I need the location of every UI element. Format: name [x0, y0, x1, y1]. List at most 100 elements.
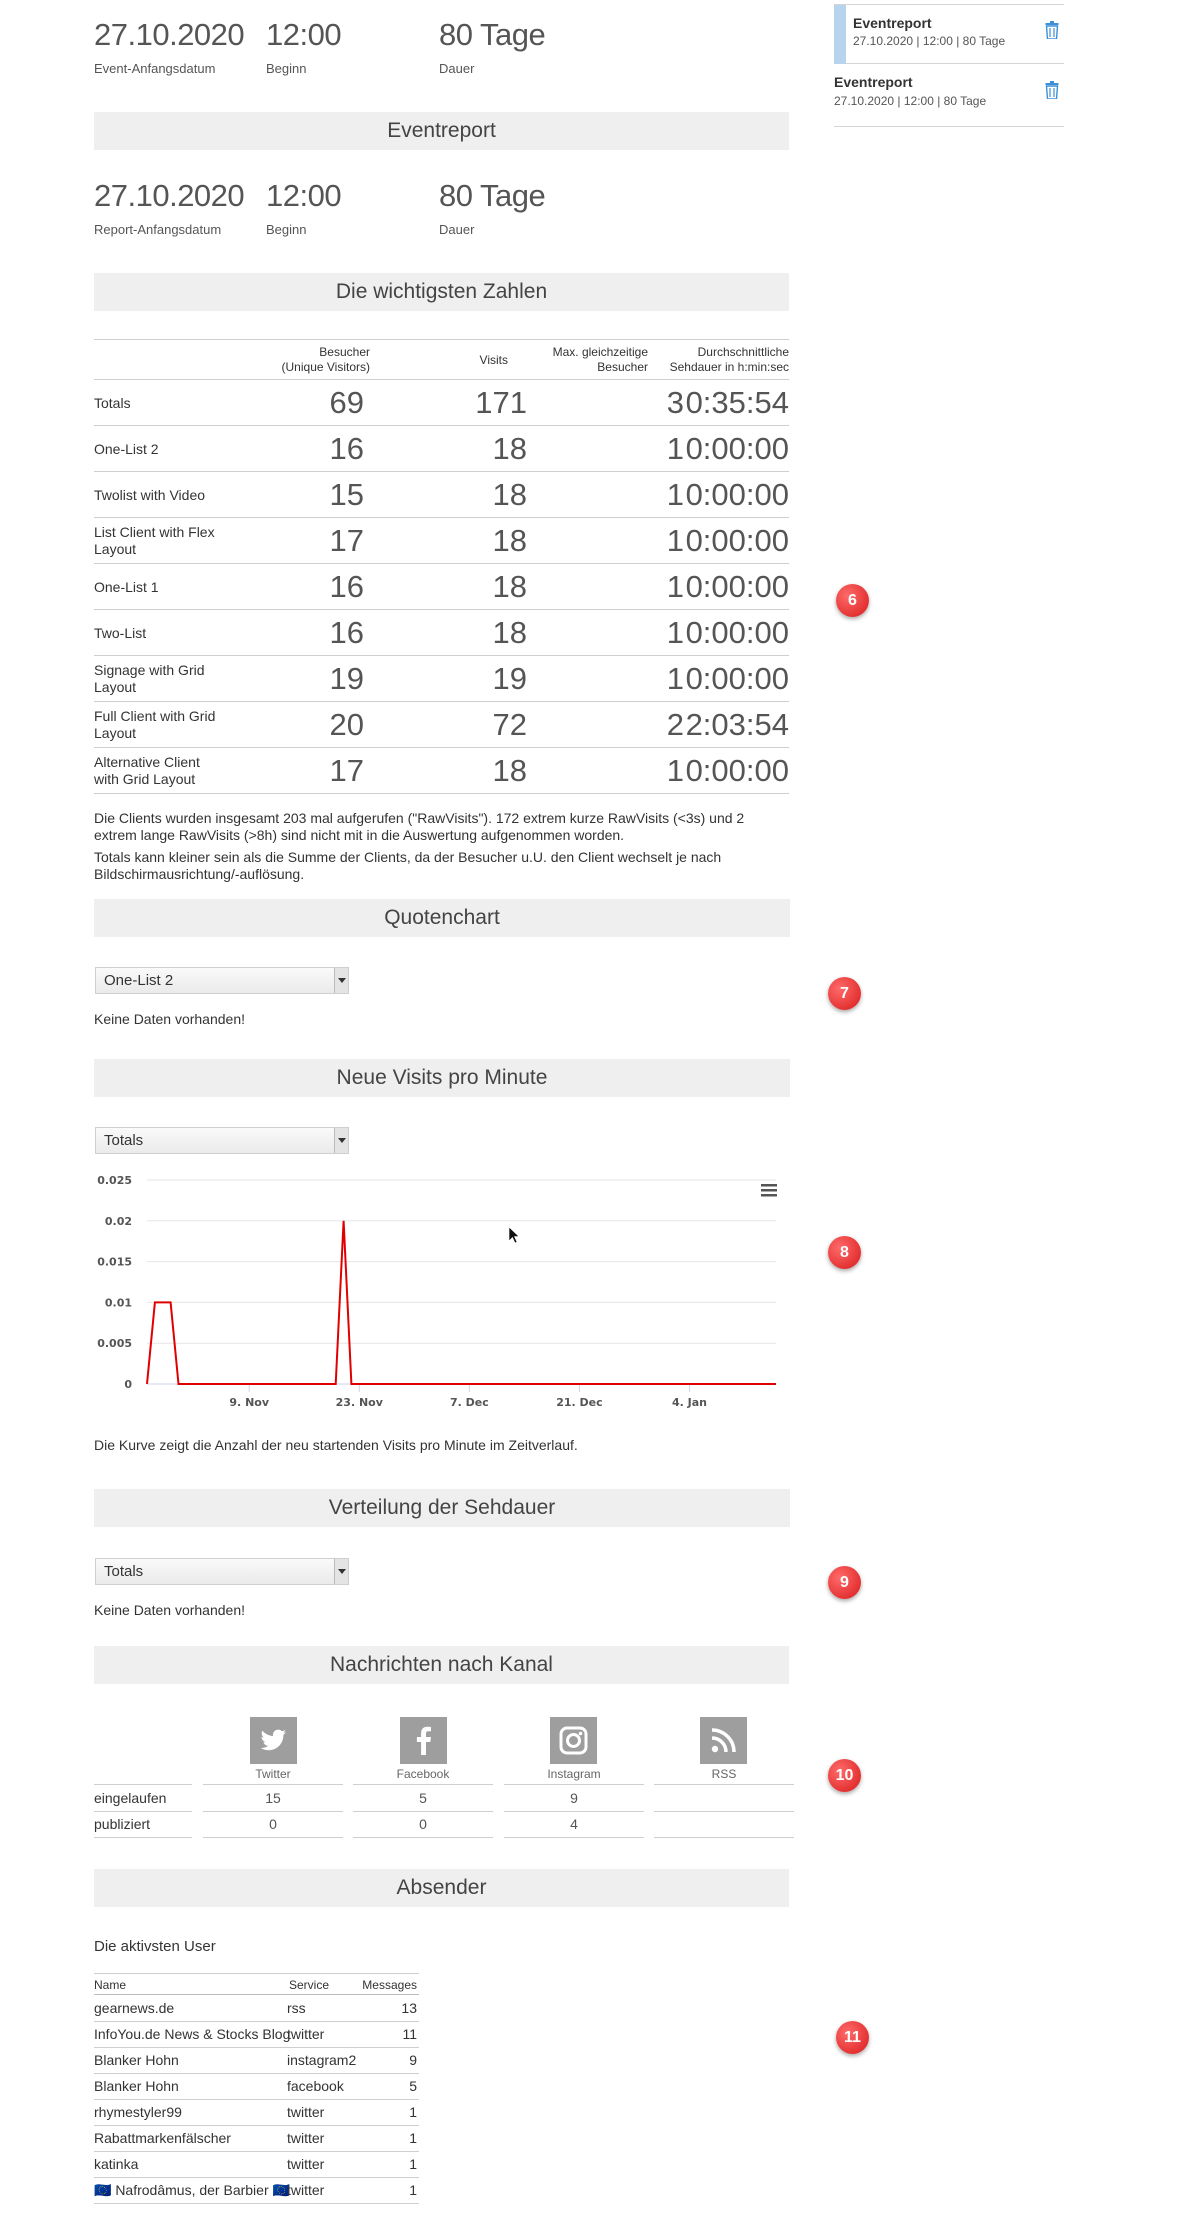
sehdauer-header: Verteilung der Sehdauer	[94, 1489, 790, 1527]
trash-icon[interactable]	[1045, 21, 1059, 39]
channel-rule	[504, 1837, 644, 1838]
y-tick-label: 0.02	[105, 1215, 132, 1228]
numbers-note-2: Totals kann kleiner sein als die Summe d…	[94, 849, 722, 882]
x-tick-label: 4. Jan	[672, 1396, 707, 1409]
channel-value: 5	[419, 1790, 427, 1806]
menu-icon[interactable]	[761, 1184, 777, 1197]
row-visits: 72	[492, 707, 527, 742]
row-max: 1	[666, 615, 684, 650]
row-visitors: 19	[329, 661, 364, 696]
row-visits: 18	[492, 477, 527, 512]
table-row: Two-List 16 18 1 0:00:00	[94, 610, 789, 656]
x-tick-label: 21. Dec	[556, 1396, 602, 1409]
col-name: Name	[94, 1978, 127, 1992]
chevron-down-icon[interactable]	[334, 968, 348, 993]
trash-icon[interactable]	[1045, 81, 1059, 99]
user-name[interactable]: gearnews.de	[94, 2000, 175, 2016]
chevron-down-icon[interactable]	[334, 1559, 348, 1584]
channel-name-twitter: Twitter	[255, 1767, 291, 1781]
sehdauer-empty: Keine Daten vorhanden!	[94, 1602, 245, 1618]
row-avg: 0:00:00	[685, 569, 789, 604]
row-avg: 0:00:00	[685, 661, 789, 696]
sidebar-report-item[interactable]: Eventreport 27.10.2020 | 12:00 | 80 Tage	[834, 5, 1064, 64]
row-max: 1	[666, 661, 684, 696]
user-name[interactable]: Blanker Hohn	[94, 2052, 179, 2068]
quotenchart-header: Quotenchart	[94, 899, 790, 937]
channel-rule	[203, 1784, 343, 1785]
channel-name-facebook: Facebook	[396, 1767, 450, 1781]
col-max: Max. gleichzeitige Besucher	[552, 345, 648, 374]
row-visits: 18	[492, 753, 527, 788]
report-duration: 80 Tage	[439, 178, 546, 213]
report-duration-label: Dauer	[439, 222, 475, 237]
table-row: Blanker Hohn facebook 5	[94, 2074, 419, 2100]
channel-rule	[504, 1811, 644, 1812]
user-name[interactable]: 🇪🇺 Nafrodâmus, der Barbier 🇪🇺	[94, 2182, 290, 2198]
channel-rule	[353, 1784, 493, 1785]
step-badge: 9	[828, 1566, 861, 1599]
col-service: Service	[289, 1978, 330, 1992]
row-avg: 0:00:00	[685, 615, 789, 650]
row-visits: 18	[492, 431, 527, 466]
user-name[interactable]: Rabattmarkenfälscher	[94, 2130, 231, 2146]
row-visitors: 16	[329, 569, 364, 604]
sehdauer-select[interactable]: Totals	[95, 1558, 349, 1585]
user-service: twitter	[287, 2026, 325, 2042]
event-duration-label: Dauer	[439, 61, 475, 76]
channel-row-label: publiziert	[94, 1816, 151, 1832]
event-start: 12:00	[266, 17, 342, 52]
channel-name-instagram: Instagram	[547, 1767, 601, 1781]
numbers-note-1: Die Clients wurden insgesamt 203 mal auf…	[94, 810, 745, 843]
user-service: instagram2	[287, 2052, 357, 2068]
table-row: Rabattmarkenfälscher twitter 1	[94, 2126, 419, 2152]
user-messages: 1	[409, 2104, 417, 2120]
row-label: Two-List	[94, 624, 147, 641]
quotenchart-select[interactable]: One-List 2	[95, 967, 349, 994]
row-visits: 18	[492, 569, 527, 604]
user-name[interactable]: rhymestyler99	[94, 2104, 182, 2120]
sehdauer-select-value: Totals	[104, 1563, 144, 1580]
col-visits: Visits	[479, 353, 508, 367]
user-name[interactable]: Blanker Hohn	[94, 2078, 179, 2094]
eventreport-header: Eventreport	[94, 112, 789, 150]
numbers-header: Die wichtigsten Zahlen	[94, 273, 789, 311]
channel-value: 4	[570, 1816, 578, 1832]
row-label: List Client with Flex Layout	[94, 524, 215, 557]
row-avg: 0:00:00	[685, 431, 789, 466]
row-visits: 18	[492, 523, 527, 558]
table-row: Full Client with Grid Layout 20 72 2 2:03:54	[94, 702, 789, 748]
row-visitors: 17	[329, 753, 364, 788]
channel-rule	[353, 1811, 493, 1812]
channel-rule	[94, 1784, 192, 1785]
user-name[interactable]: katinka	[94, 2156, 139, 2172]
user-service: rss	[287, 2000, 306, 2016]
numbers-table-head-rule	[94, 379, 789, 380]
channel-rule	[94, 1837, 192, 1838]
channel-rule	[203, 1811, 343, 1812]
sidebar-item-title: Eventreport	[853, 15, 932, 31]
report-date-label: Report-Anfangsdatum	[94, 222, 222, 237]
table-row: List Client with Flex Layout 17 18 1 0:00:00	[94, 518, 789, 564]
chevron-down-icon[interactable]	[334, 1128, 348, 1153]
sidebar-item-sub: 27.10.2020 | 12:00 | 80 Tage	[853, 34, 1006, 48]
user-messages: 5	[409, 2078, 417, 2094]
user-name[interactable]: InfoYou.de News & Stocks Blog	[94, 2026, 291, 2042]
step-badge: 7	[828, 977, 861, 1010]
instagram-icon	[550, 1717, 597, 1764]
users-table-head: Name Service Messages	[94, 1973, 419, 1995]
user-service: twitter	[287, 2130, 325, 2146]
table-row: Totals 69 171 3 0:35:54	[94, 380, 789, 426]
table-row: Signage with Grid Layout 19 19 1 0:00:00	[94, 656, 789, 702]
visits-caption: Die Kurve zeigt die Anzahl der neu start…	[94, 1437, 578, 1453]
channel-row-label: eingelaufen	[94, 1790, 167, 1806]
step-badge: 8	[828, 1236, 861, 1269]
event-date-label: Event-Anfangsdatum	[94, 61, 216, 76]
event-start-label: Beginn	[266, 61, 307, 76]
col-messages: Messages	[362, 1978, 417, 1992]
row-avg: 0:00:00	[685, 753, 789, 788]
x-tick-label: 7. Dec	[450, 1396, 489, 1409]
sidebar-report-item[interactable]: Eventreport 27.10.2020 | 12:00 | 80 Tage	[834, 65, 1064, 127]
visits-select[interactable]: Totals	[95, 1127, 349, 1154]
step-badge: 10	[828, 1759, 861, 1792]
visits-select-value: Totals	[104, 1132, 144, 1149]
